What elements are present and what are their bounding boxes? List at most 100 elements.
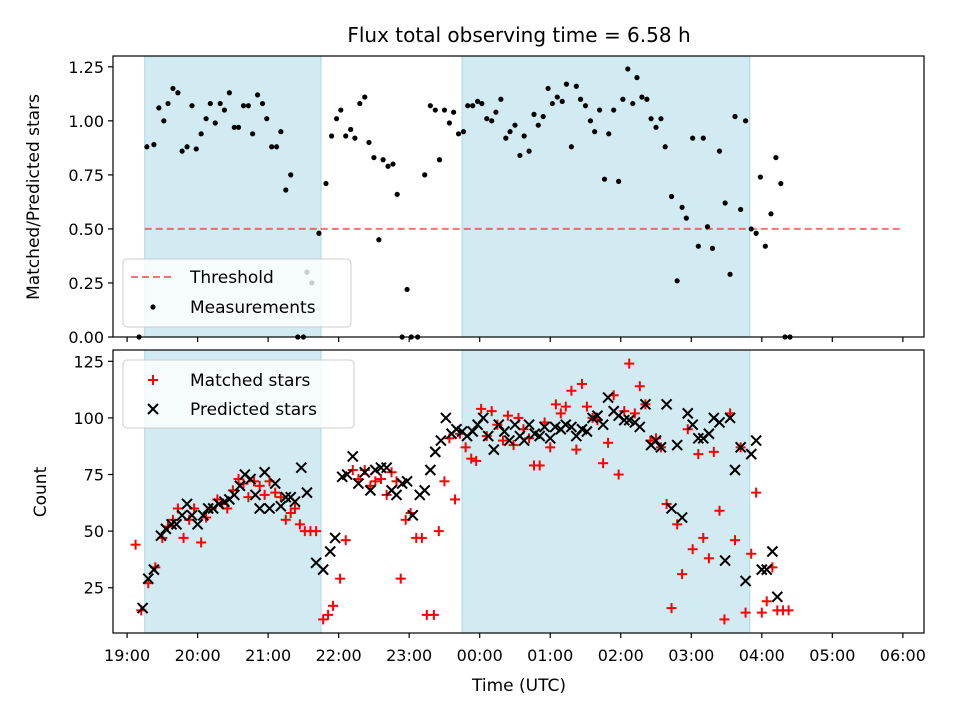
measurement-point-110 (674, 278, 680, 284)
predicted-star-point-34 (324, 545, 336, 558)
top-y-tick-label-2: 0.50 (68, 220, 104, 239)
predicted-star-point-96 (655, 441, 667, 454)
measurement-point-108 (662, 144, 668, 150)
predicted-star-point-51 (418, 484, 431, 497)
predicted-star-point-8 (181, 498, 193, 510)
predicted-star-point-1 (142, 572, 154, 585)
bottom-y-tick-label-1: 50 (84, 522, 104, 541)
measurement-point-126 (757, 174, 763, 180)
measurement-point-8 (179, 148, 185, 154)
matched-star-point-92 (629, 408, 640, 419)
measurement-point-107 (658, 116, 664, 122)
predicted-star-point-105 (703, 428, 715, 440)
measurement-point-50 (385, 163, 391, 169)
matched-star-point-43 (370, 476, 381, 487)
measurement-point-68 (474, 98, 481, 104)
measurement-point-7 (175, 90, 181, 96)
matched-star-point-61 (466, 453, 477, 464)
predicted-star-point-63 (482, 430, 494, 442)
predicted-star-point-73 (533, 430, 546, 442)
measurement-point-29 (278, 129, 284, 135)
measurement-point-98 (616, 178, 622, 184)
matched-star-point-86 (598, 458, 609, 469)
matched-star-point-111 (730, 535, 741, 546)
matched-star-point-22 (254, 480, 265, 491)
matched-star-point-35 (323, 609, 334, 620)
predicted-star-point-29 (289, 495, 301, 508)
legend-predicted-swatch (147, 403, 159, 415)
matched-star-point-105 (698, 532, 709, 543)
x-tick-label-7: 02:00 (598, 646, 644, 665)
predicted-star-point-82 (581, 425, 593, 438)
x-axis-label: Time (UTC) (471, 676, 566, 696)
matched-star-point-11 (196, 537, 207, 548)
matched-star-point-82 (576, 378, 587, 389)
predicted-star-point-10 (191, 518, 204, 531)
top-y-tick-label-4: 1.00 (68, 112, 104, 131)
matched-star-point-27 (280, 514, 291, 525)
bottom-legend-box (122, 359, 355, 429)
measurement-point-15 (212, 120, 218, 126)
measurement-point-58 (427, 103, 433, 109)
predicted-star-point-68 (509, 419, 521, 431)
measurement-point-80 (531, 111, 537, 117)
matched-star-point-80 (566, 385, 577, 396)
matched-star-point-101 (677, 569, 688, 580)
measurement-point-117 (709, 245, 716, 251)
matched-star-point-37 (335, 573, 346, 584)
predicted-star-point-101 (682, 407, 694, 420)
top-panel: 0.00 0.25 0.50 0.75 1.00 1.25 Matched/Predict… (24, 55, 925, 347)
top-shaded-region-1 (461, 55, 751, 338)
predicted-star-point-64 (488, 443, 500, 456)
predicted-star-point-89 (618, 414, 630, 426)
measurement-point-64 (455, 131, 462, 137)
measurement-point-16 (217, 100, 223, 107)
measurement-point-96 (606, 131, 612, 137)
measurement-point-109 (668, 193, 675, 200)
measurement-point-76 (512, 122, 518, 128)
measurement-point-75 (507, 129, 513, 135)
measurement-point-63 (451, 109, 457, 115)
predicted-star-point-24 (263, 502, 276, 515)
matched-star-point-39 (347, 464, 358, 475)
legend-predicted-label: Predicted stars (190, 400, 317, 420)
predicted-star-point-17 (228, 489, 241, 501)
measurement-point-11 (193, 146, 199, 152)
measurement-point-9 (184, 144, 190, 150)
matched-star-point-121 (783, 605, 794, 616)
measurement-point-99 (620, 96, 626, 102)
matched-star-point-106 (703, 553, 714, 564)
matched-star-point-76 (545, 442, 556, 453)
measurement-point-89 (573, 83, 579, 89)
predicted-star-point-95 (650, 434, 662, 447)
measurement-point-106 (653, 124, 659, 130)
matched-star-point-56 (439, 476, 450, 487)
predicted-star-point-103 (692, 432, 705, 445)
measurement-point-65 (460, 129, 467, 135)
predicted-star-point-53 (429, 446, 441, 458)
legend-measurements-swatch (150, 304, 156, 310)
matched-star-point-117 (761, 596, 772, 607)
x-tick-label-6: 01:00 (527, 646, 573, 665)
predicted-star-point-109 (724, 412, 736, 424)
matched-star-point-77 (550, 399, 561, 410)
measurement-point-3 (156, 105, 162, 111)
top-y-tick-label-1: 0.25 (68, 274, 104, 293)
predicted-star-point-0 (136, 602, 149, 614)
measurement-point-36 (316, 230, 322, 236)
matched-star-point-107 (708, 446, 719, 457)
matched-star-point-108 (714, 505, 725, 516)
legend-measurements-label: Measurements (190, 298, 316, 318)
predicted-star-point-41 (364, 484, 377, 497)
predicted-star-point-110 (729, 464, 741, 476)
predicted-star-point-48 (401, 475, 413, 488)
predicted-star-point-118 (771, 591, 784, 603)
bottom-y-tick-label-2: 75 (84, 466, 104, 485)
measurement-point-37 (323, 180, 329, 187)
matched-star-point-114 (746, 548, 757, 559)
matched-star-point-83 (581, 401, 592, 412)
measurement-point-45 (362, 94, 368, 100)
measurement-point-71 (489, 118, 495, 124)
measurement-point-44 (357, 100, 363, 107)
predicted-star-point-38 (347, 450, 359, 463)
